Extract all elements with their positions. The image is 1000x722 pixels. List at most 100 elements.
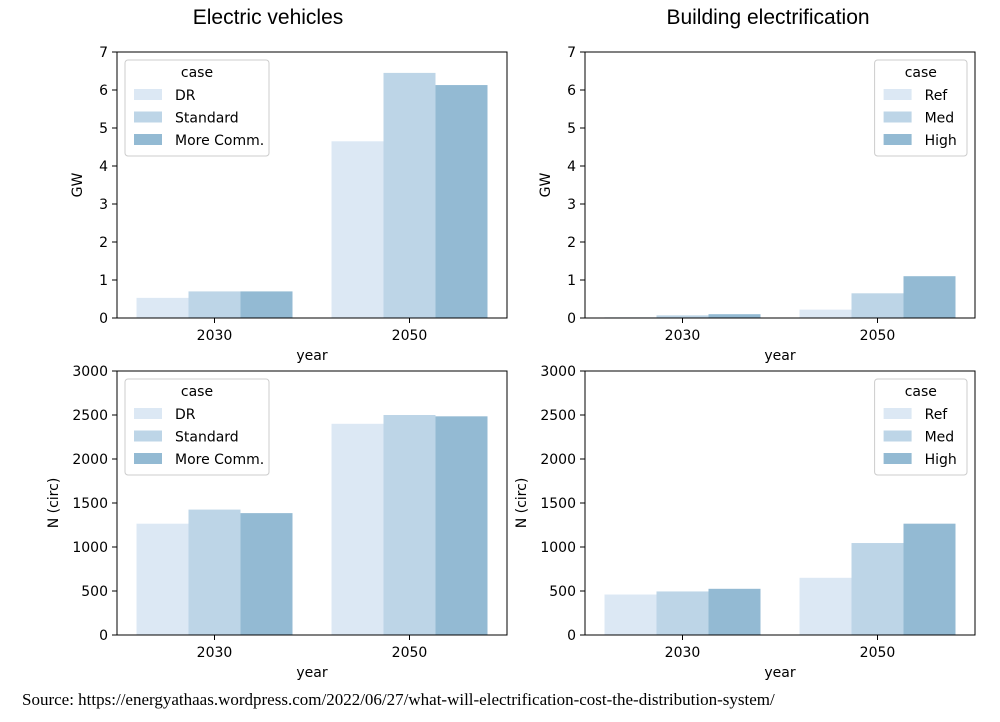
x-tick-label: 2030 (197, 645, 233, 661)
bar (604, 594, 657, 635)
y-tick-label: 7 (567, 45, 576, 61)
chart-title-electric-vehicles: Electric vehicles (192, 6, 344, 29)
y-tick-label: 1000 (540, 540, 576, 556)
x-axis-label: year (764, 665, 795, 681)
legend-label: Standard (175, 111, 239, 127)
y-tick-label: 500 (81, 584, 108, 600)
legend-swatch (134, 111, 162, 123)
bar (188, 509, 241, 635)
y-tick-label: 2 (99, 235, 108, 251)
x-tick-label: 2030 (197, 328, 233, 344)
bar (383, 415, 436, 635)
legend-label: Ref (925, 407, 949, 423)
bar (383, 72, 436, 319)
y-tick-label: 3000 (540, 364, 576, 380)
legend-title: case (181, 65, 213, 81)
legend-swatch (883, 89, 912, 100)
x-tick-label: 2050 (860, 328, 896, 344)
y-tick-label: 0 (567, 628, 576, 644)
bar (656, 591, 709, 635)
legend-swatch (134, 430, 162, 442)
legend-label: High (925, 452, 957, 468)
y-tick-label: 2000 (540, 452, 576, 468)
legend-swatch (883, 453, 912, 464)
legend-swatch (134, 408, 162, 419)
legend-box (124, 59, 270, 157)
legend-label: DR (175, 88, 196, 104)
y-tick-label: 1 (99, 273, 108, 289)
bar (136, 523, 189, 635)
bar (656, 315, 709, 318)
y-axis-label: N (circ) (46, 478, 62, 529)
legend-label: More Comm. (175, 452, 264, 468)
y-axis-label: GW (70, 173, 86, 198)
legend-title: case (905, 384, 937, 400)
bar (435, 416, 488, 635)
legend-swatch (134, 453, 162, 464)
y-tick-label: 1 (567, 273, 576, 289)
bar (136, 297, 189, 318)
y-axis-label: GW (538, 173, 554, 198)
y-tick-label: 0 (567, 311, 576, 327)
x-tick-label: 2030 (665, 645, 701, 661)
legend-swatch (883, 134, 912, 145)
x-tick-label: 2030 (665, 328, 701, 344)
x-axis-label: year (764, 348, 795, 364)
bar (331, 141, 384, 318)
legend-label: Standard (175, 430, 239, 446)
plot-frame (584, 51, 976, 319)
y-tick-label: 3 (567, 197, 576, 213)
y-axis-label: N (circ) (514, 478, 530, 529)
y-tick-label: 6 (567, 83, 576, 99)
legend-label: Ref (925, 88, 949, 104)
legend-label: DR (175, 407, 196, 423)
bar (799, 309, 852, 318)
bar (240, 513, 293, 635)
legend-swatch (134, 89, 162, 100)
legend-box (874, 378, 968, 476)
y-tick-label: 500 (549, 584, 576, 600)
legend-label: More Comm. (175, 133, 264, 149)
x-tick-label: 2050 (392, 645, 428, 661)
legend-label: High (925, 133, 957, 149)
legend-swatch (883, 430, 912, 442)
plot-frame (116, 51, 508, 319)
x-tick-label: 2050 (860, 645, 896, 661)
y-tick-label: 0 (99, 311, 108, 327)
source-caption: Source: https://energyathaas.wordpress.c… (22, 690, 775, 709)
y-tick-label: 3 (99, 197, 108, 213)
legend-swatch (134, 134, 162, 145)
y-tick-label: 5 (99, 121, 108, 137)
bar (903, 523, 956, 635)
y-tick-label: 4 (567, 159, 576, 175)
bar (240, 291, 293, 318)
legend-swatch (883, 408, 912, 419)
y-tick-label: 2 (567, 235, 576, 251)
y-tick-label: 6 (99, 83, 108, 99)
legend-swatch (883, 111, 912, 123)
y-tick-label: 1000 (72, 540, 108, 556)
y-tick-label: 5 (567, 121, 576, 137)
y-tick-label: 1500 (540, 496, 576, 512)
bar (903, 276, 956, 318)
y-tick-label: 2500 (540, 408, 576, 424)
legend-label: Med (925, 111, 955, 127)
bar (799, 577, 852, 635)
legend-box (124, 378, 270, 476)
y-tick-label: 2500 (72, 408, 108, 424)
y-tick-label: 4 (99, 159, 108, 175)
y-tick-label: 1500 (72, 496, 108, 512)
bar (851, 293, 904, 318)
y-tick-label: 3000 (72, 364, 108, 380)
y-tick-label: 2000 (72, 452, 108, 468)
bar (708, 314, 761, 318)
legend-title: case (905, 65, 937, 81)
legend-box (874, 59, 968, 157)
legend-label: Med (925, 430, 955, 446)
x-axis-label: year (296, 665, 327, 681)
bar (331, 423, 384, 635)
x-tick-label: 2050 (392, 328, 428, 344)
chart-title-building-electrification: Building electrification (666, 6, 870, 29)
